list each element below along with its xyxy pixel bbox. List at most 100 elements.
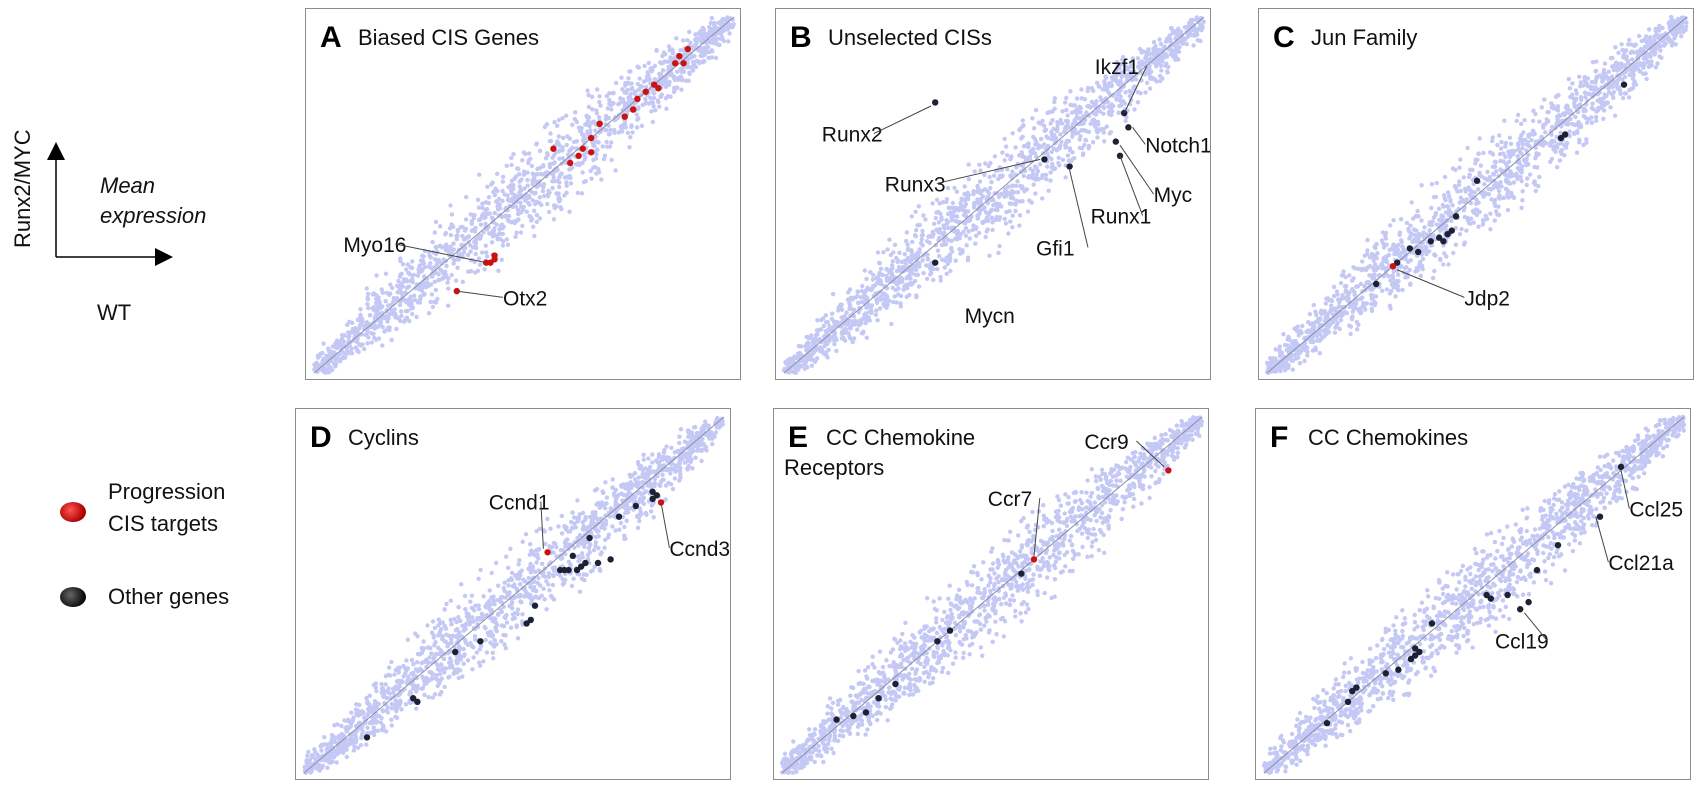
gene-point-5 (1517, 606, 1524, 613)
panel-c: Jdp2 C Jun Family (1258, 8, 1694, 380)
gene-point-3 (1121, 109, 1128, 117)
progression-point-0 (676, 52, 683, 60)
gene-point-16 (531, 602, 539, 609)
legend-dark-label: Other genes (108, 584, 230, 609)
gene-point-19 (1525, 598, 1532, 606)
progression-point-10 (588, 134, 595, 142)
label-arrow-runx3 (936, 158, 1041, 184)
label-arrow-runx2 (873, 105, 932, 135)
panel-letter: C (1273, 21, 1295, 54)
gene-point-15 (607, 556, 614, 563)
gene-point-4 (934, 638, 941, 645)
gene-point-14 (594, 559, 602, 567)
gene-point-2 (1554, 541, 1562, 549)
gene-point-4 (1452, 213, 1460, 220)
panel-a: Myo16 Otx2 A Biased CIS Genes (305, 8, 741, 380)
gene-label-ccl19: Ccl19 (1495, 630, 1549, 653)
progression-point-24 (657, 499, 665, 506)
gene-point-5 (1448, 227, 1455, 234)
label-arrow-ccl19 (1524, 612, 1548, 641)
gene-point-4 (1504, 591, 1511, 599)
background-cloud (779, 415, 1204, 775)
panel-e: Ccr9 Ccr7 E CC Chemokine Receptors (773, 408, 1209, 780)
panel-letter: B (790, 21, 812, 54)
panel-title: Cyclins (348, 425, 419, 450)
gene-label-ccnd1: Ccnd1 (489, 492, 550, 515)
label-arrow-ccl25 (1620, 470, 1630, 509)
diagonal-line (1263, 416, 1685, 774)
axis-note-line1: Mean (100, 173, 156, 198)
label-arrow-ccr7 (1033, 497, 1041, 556)
gene-point-11 (1407, 655, 1415, 663)
gene-label-ccr9: Ccr9 (1084, 431, 1128, 454)
panel-title: Jun Family (1311, 25, 1417, 50)
gene-point-9 (1416, 648, 1423, 656)
gene-point-1 (1041, 156, 1048, 163)
progression-point-21 (453, 287, 460, 295)
label-arrow-jdp2 (1397, 269, 1465, 298)
progression-point-15 (651, 81, 658, 88)
label-arrow-myo16 (395, 243, 487, 264)
gene-point-7 (862, 709, 870, 716)
gene-label-myo16: Myo16 (343, 234, 406, 257)
gene-label-ccr7: Ccr7 (988, 488, 1032, 511)
gene-point-15 (1353, 684, 1360, 691)
x-axis-label: WT (97, 300, 132, 325)
gene-point-11 (1406, 245, 1413, 252)
gene-point-10 (565, 566, 572, 574)
gene-point-6 (1483, 591, 1490, 599)
gene-point-2 (1018, 570, 1025, 577)
diagonal-line (313, 16, 735, 374)
panel-title-line2: Receptors (784, 455, 884, 480)
progression-point-1 (1030, 556, 1038, 563)
progression-point-13 (634, 95, 641, 103)
gene-label-notch1: Notch1 (1145, 134, 1211, 157)
progression-point-12 (630, 106, 637, 113)
gene-point-2 (1562, 131, 1569, 138)
label-arrow-ccnd3 (660, 502, 670, 548)
gene-point-9 (1436, 234, 1443, 241)
label-arrow-runx1 (1119, 155, 1144, 216)
gene-label-ccl21a: Ccl21a (1608, 552, 1674, 575)
gene-point-8 (1428, 620, 1436, 627)
panel-title: Biased CIS Genes (358, 25, 539, 50)
gene-label-runx2: Runx2 (822, 124, 883, 147)
progression-point-20 (491, 252, 498, 259)
legend-red-label-line2: CIS targets (108, 511, 219, 536)
panel-b: Runx2 Ikzf1 Notch1 Runx3 Myc Runx1 Gfi1 Mycn B Un… (775, 8, 1211, 380)
legend-dark-marker (60, 587, 86, 607)
label-arrow-myc (1119, 144, 1155, 195)
gene-point-21 (410, 695, 417, 702)
gene-label-ccl25: Ccl25 (1629, 499, 1683, 522)
gene-label-myc: Myc (1154, 184, 1193, 207)
legend-red-marker (60, 502, 86, 522)
legend-red-label-line1: Progression (108, 479, 226, 504)
gene-label-ccnd3: Ccnd3 (669, 538, 730, 561)
gene-point-3 (632, 502, 639, 510)
gene-point-18 (523, 620, 530, 627)
gene-point-16 (1349, 687, 1356, 695)
panel-c-plot: Jdp2 C Jun Family (1264, 14, 1689, 375)
gene-point-9 (850, 712, 857, 720)
gene-point-1 (653, 492, 660, 499)
gene-point-8 (1427, 238, 1434, 245)
gene-point-3 (1533, 566, 1541, 574)
progression-point-16 (655, 85, 662, 92)
gene-point-4 (1125, 124, 1132, 131)
gene-point-6 (875, 695, 882, 702)
panel-letter: D (310, 421, 332, 454)
gene-point-12 (1412, 645, 1419, 652)
gene-point-12 (1394, 259, 1401, 266)
panel-d-plot: Ccnd1 Ccnd3 D Cyclins (302, 415, 730, 776)
panel-e-plot: Ccr9 Ccr7 E CC Chemokine Receptors (779, 415, 1204, 775)
label-arrow-notch1 (1132, 127, 1146, 145)
progression-point-3 (680, 60, 687, 67)
label-arrow-otx2 (456, 290, 504, 298)
label-arrow-ikzf1 (1123, 65, 1148, 114)
gene-point-1 (1596, 513, 1604, 520)
panel-title-line1: CC Chemokine (826, 425, 975, 450)
panel-d: Ccnd1 Ccnd3 D Cyclins (295, 408, 731, 780)
progression-point-5 (579, 145, 586, 152)
diagonal-line (303, 416, 725, 774)
